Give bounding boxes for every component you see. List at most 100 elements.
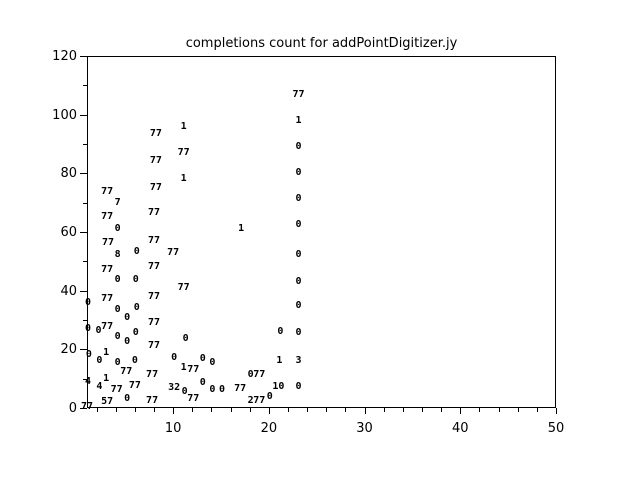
data-point-label: 0 xyxy=(266,390,273,402)
data-point-label: 77 xyxy=(110,384,123,396)
data-point-label: 8 xyxy=(114,248,121,260)
data-point-label: 57 xyxy=(101,396,114,408)
data-point-label: 0 xyxy=(133,245,140,257)
data-point-label: 0 xyxy=(84,323,91,335)
data-point-label: 77 xyxy=(149,155,162,166)
data-point-label: 0 xyxy=(295,248,302,260)
x-axis-tick-label: 10 xyxy=(164,421,182,436)
data-point-label: 0 xyxy=(96,355,103,367)
x-axis-minor-tick xyxy=(192,408,194,412)
y-axis-major-tick xyxy=(80,173,87,175)
x-axis-major-tick xyxy=(364,408,366,414)
data-point-label: 1 xyxy=(238,223,245,235)
data-point-label: 0 xyxy=(247,368,254,380)
data-point-label: 0 xyxy=(295,167,302,179)
y-axis-minor-tick xyxy=(83,85,87,87)
data-point-label: 0 xyxy=(133,301,140,313)
data-point-label: 0 xyxy=(295,299,302,311)
x-axis-tick-label: 20 xyxy=(260,421,278,436)
data-point-label: 1 xyxy=(103,372,110,384)
data-point-label: 77 xyxy=(101,292,114,304)
y-axis-minor-tick xyxy=(83,320,87,321)
data-point-label: 77 xyxy=(253,368,266,380)
y-axis-major-tick xyxy=(80,408,87,409)
data-point-label: 0 xyxy=(85,348,92,360)
y-axis-tick-label: 80 xyxy=(60,166,77,182)
y-axis-major-tick xyxy=(80,349,87,351)
x-axis-minor-tick xyxy=(154,408,155,412)
data-point-label: 77 xyxy=(101,263,114,275)
y-axis-minor-tick xyxy=(83,202,87,204)
data-point-label: 0 xyxy=(209,384,216,396)
data-point-label: 77 xyxy=(147,260,161,272)
data-point-label: 77 xyxy=(146,394,159,406)
data-point-label: 0 xyxy=(132,326,139,338)
x-axis-major-tick xyxy=(268,408,270,414)
data-point-label: 4 xyxy=(84,375,91,387)
data-point-label: 77 xyxy=(102,236,115,248)
data-point-label: 0 xyxy=(114,304,121,316)
x-axis-minor-tick xyxy=(249,408,251,412)
data-point-label: 0 xyxy=(181,385,188,397)
data-point-label: 77 xyxy=(177,282,190,294)
data-point-label: 0 xyxy=(84,296,91,308)
data-point-label: 0 xyxy=(277,326,284,338)
data-point-label: 1 xyxy=(180,172,187,184)
y-axis-minor-tick xyxy=(83,378,87,380)
x-axis-minor-tick xyxy=(536,408,538,412)
data-point-label: 0 xyxy=(114,357,121,369)
data-point-label: 0 xyxy=(199,353,206,364)
data-point-label: 77 xyxy=(147,340,161,352)
x-axis-minor-tick xyxy=(326,408,328,412)
data-point-label: 0 xyxy=(124,392,131,404)
x-axis-major-tick xyxy=(460,408,462,414)
data-point-label: 77 xyxy=(101,186,114,198)
data-point-label: 77 xyxy=(253,394,266,406)
y-axis-tick-label: 0 xyxy=(68,401,77,416)
data-point-label: 7 xyxy=(114,196,121,208)
data-point-label: 0 xyxy=(114,274,121,286)
data-point-label: 77 xyxy=(146,368,159,380)
x-axis-minor-tick xyxy=(288,408,289,412)
x-axis-major-tick xyxy=(556,408,557,414)
data-point-label: 0 xyxy=(171,352,178,364)
x-axis-minor-tick xyxy=(115,408,117,412)
data-point-label: 77 xyxy=(120,365,133,377)
x-axis-minor-tick xyxy=(211,408,213,412)
data-point-label: 77 xyxy=(128,380,141,391)
data-point-label: 0 xyxy=(95,324,102,336)
x-axis-minor-tick xyxy=(134,408,136,412)
y-axis-tick-label: 20 xyxy=(60,342,77,358)
y-axis-tick-label: 120 xyxy=(52,49,77,64)
data-point-label: 77 xyxy=(177,147,190,159)
data-point-label: 0 xyxy=(114,223,121,235)
data-point-label: 0 xyxy=(295,380,302,392)
data-point-label: 1 xyxy=(276,355,283,367)
data-point-label: 77 xyxy=(149,182,162,193)
x-axis-minor-tick xyxy=(517,408,519,412)
data-point-label: 0 xyxy=(199,377,206,389)
data-point-label: 0 xyxy=(124,311,131,323)
data-point-label: 77 xyxy=(80,400,94,412)
data-point-label: 0 xyxy=(131,355,138,367)
y-axis-tick-label: 40 xyxy=(60,283,77,299)
y-axis-minor-tick xyxy=(83,261,87,263)
data-point-label: 77 xyxy=(187,392,200,404)
data-point-label: 0 xyxy=(132,274,139,286)
data-point-label: 0 xyxy=(295,140,302,152)
plot-frame xyxy=(87,56,556,408)
data-point-label: 77 xyxy=(147,206,161,218)
data-point-label: 0 xyxy=(182,333,189,345)
y-axis-minor-tick xyxy=(83,144,87,145)
data-point-label: 1 xyxy=(295,114,302,126)
data-point-label: 77 xyxy=(101,211,114,223)
data-point-label: 77 xyxy=(147,291,161,303)
x-axis-minor-tick xyxy=(345,408,347,412)
y-axis-major-tick xyxy=(80,290,87,292)
data-point-label: 32 xyxy=(168,382,181,394)
data-point-label: 77 xyxy=(149,128,162,140)
y-axis-major-tick xyxy=(80,56,87,57)
data-point-label: 77 xyxy=(147,235,161,247)
x-axis-minor-tick xyxy=(441,408,443,412)
